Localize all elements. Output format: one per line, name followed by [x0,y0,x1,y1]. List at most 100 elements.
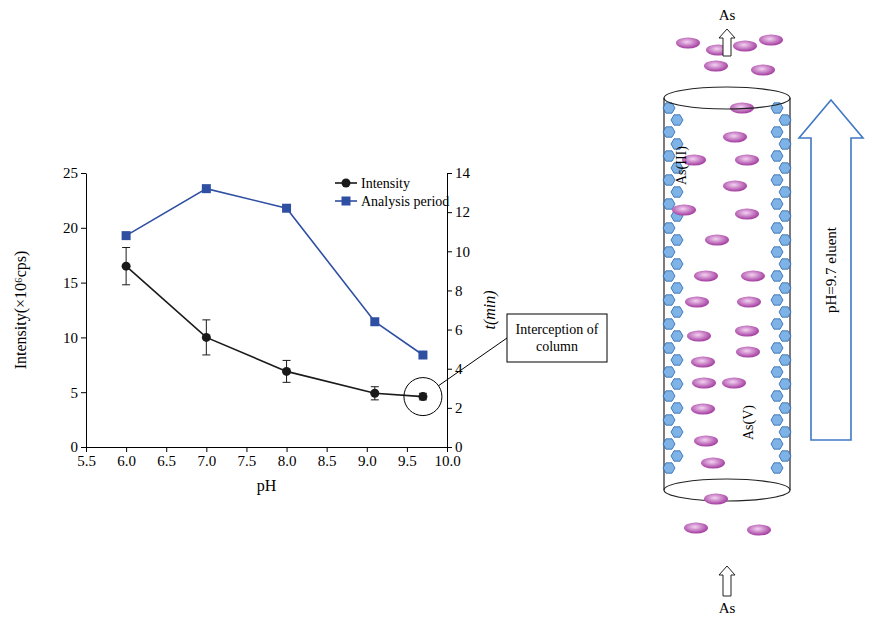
bead [735,326,759,337]
bead [691,357,715,368]
hexagon [779,283,791,293]
eluent-label: pH=9.7 eluent [823,226,839,313]
outlet-label: As [719,7,736,23]
tick-mark [81,228,86,229]
tick-label: 10 [455,244,470,260]
hexagon [779,139,791,149]
tick: 6.5 [157,447,176,469]
tick-label: 9.0 [358,453,377,469]
tick: 6.0 [117,447,136,469]
error-bar-cap [371,386,379,387]
x-axis-title: pH [257,477,277,495]
x-axis: 5.56.06.57.07.58.08.59.09.510.0 [77,447,461,469]
hexagon [663,223,675,233]
legend-item: Analysis period [335,194,449,209]
hexagon [771,439,783,449]
y2-axis-title: t(min) [481,290,499,329]
tick-label: 20 [63,220,78,236]
tick: 10 [447,244,470,260]
analyte-beads [672,35,783,536]
tick-label: 5 [71,385,79,401]
bead [735,209,759,220]
legend: Intensity Analysis period [335,176,449,209]
tick: 25 [63,165,86,181]
tick-label: 12 [455,204,470,220]
bead [759,35,783,46]
hexagon [671,259,683,269]
y-axis: 0510152025 [63,165,87,455]
tick: 8.5 [318,447,337,469]
hexagon [663,271,675,281]
tick: 8.0 [278,447,297,469]
legend-label: Intensity [361,176,410,191]
legend-label: Analysis period [361,194,449,209]
tick-label: 10 [63,330,78,346]
tick-label: 2 [455,400,463,416]
error-bar [371,387,379,400]
tick-label: 6.0 [117,453,136,469]
bead [672,205,696,216]
annotation-circle [404,378,442,416]
hexagon [663,343,675,353]
hexagon [671,235,683,245]
tick-mark [206,447,207,452]
hexagon [671,451,683,461]
data-point [370,317,379,326]
bead [747,525,771,536]
bead [694,271,718,282]
bead [723,181,747,192]
legend-item: Intensity [335,176,410,191]
tick-mark [81,392,86,393]
tick-label: 6.5 [157,453,176,469]
tick-mark [407,447,408,452]
hexagon [779,331,791,341]
hexagon [771,343,783,353]
bead [737,297,761,308]
hexagon [771,223,783,233]
tick: 9.5 [398,447,417,469]
hexagon [663,127,675,137]
series-line [126,266,423,396]
hexagon [671,427,683,437]
tick-mark [81,173,86,174]
bead [704,494,728,505]
hexagon [771,199,783,209]
bead [722,378,746,389]
hexagon [671,187,683,197]
tick-label: 5.5 [77,453,96,469]
hexagon [771,319,783,329]
error-bar-cap [283,382,291,383]
hexagon [771,295,783,305]
data-point [122,262,131,271]
hexagon [779,163,791,173]
tick: 8 [447,283,463,299]
tick-mark [447,447,452,448]
tick-label: 25 [63,165,78,181]
data-point [202,184,211,193]
hexagon [663,247,675,257]
bead [741,271,765,282]
data-point [202,333,211,342]
figure: 5.56.06.57.07.58.08.59.09.510.0051015202… [0,0,873,623]
tick-label: 0 [71,439,79,455]
bead [705,235,729,246]
hexagon [663,439,675,449]
hexagon [779,403,791,413]
hexagon [671,355,683,365]
species-label: As(III) [674,146,690,185]
bead [694,436,718,447]
annotation-leader [439,338,507,386]
species-label: As(V) [741,405,757,440]
tick: 5.5 [77,447,96,469]
data-point [282,367,291,376]
tick-mark [86,447,87,452]
bead [723,132,747,143]
hexagon [779,115,791,125]
hexagon [771,271,783,281]
tick-mark [126,447,127,452]
hexagon [671,331,683,341]
tick: 6 [447,322,463,338]
hexagon [771,463,783,473]
hexagon [771,127,783,137]
flow-arrow [719,29,735,56]
